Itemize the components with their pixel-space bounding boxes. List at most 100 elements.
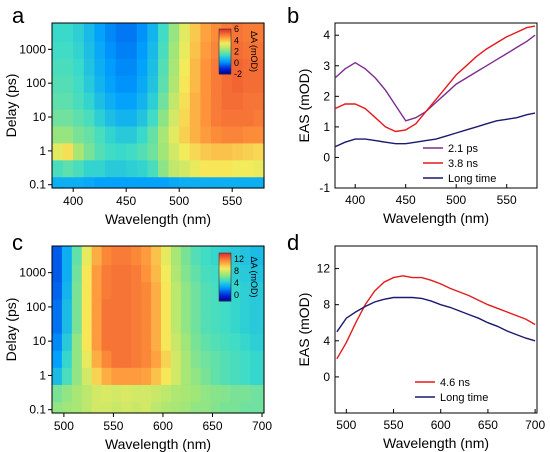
heatmap-cell bbox=[168, 23, 180, 42]
heatmap-cell bbox=[83, 75, 95, 93]
y-tick-label: 100 bbox=[26, 76, 46, 90]
heatmap-cell bbox=[73, 92, 85, 110]
colorbar-segment bbox=[219, 290, 231, 292]
heatmap-cell bbox=[230, 367, 241, 385]
heatmap-cell bbox=[91, 401, 103, 414]
colorbar-segment bbox=[219, 45, 231, 48]
heatmap-cell bbox=[141, 333, 152, 351]
heatmap-cell bbox=[52, 298, 63, 317]
heatmap-cell bbox=[232, 75, 244, 93]
heatmap-cell bbox=[190, 298, 202, 317]
heatmap-cell bbox=[94, 142, 106, 161]
heatmap-cell bbox=[210, 350, 222, 368]
colorbar-segment bbox=[219, 60, 231, 63]
colorbar-segment bbox=[219, 293, 231, 296]
heatmap-cell bbox=[180, 333, 192, 351]
heatmap-cell bbox=[141, 246, 152, 266]
legend-label: 2.1 ps bbox=[448, 143, 478, 155]
heatmap-cell bbox=[52, 367, 63, 385]
heatmap-cell bbox=[253, 125, 265, 144]
heatmap-cell bbox=[200, 384, 212, 403]
heatmap-cell bbox=[141, 281, 152, 300]
heatmap-cell bbox=[190, 367, 202, 385]
colorbar-segment bbox=[219, 40, 231, 42]
colorbar-segment bbox=[219, 56, 231, 58]
heatmap-cell bbox=[158, 159, 170, 178]
colorbar-segment bbox=[219, 57, 231, 59]
heatmap-cell bbox=[52, 333, 63, 351]
heatmap-cell bbox=[61, 367, 73, 385]
heatmap-cell bbox=[168, 125, 180, 144]
heatmap-cell bbox=[221, 92, 233, 110]
y-tick-label: 3 bbox=[323, 59, 330, 73]
heatmap-cell bbox=[131, 246, 142, 266]
heatmap-cell bbox=[230, 246, 241, 266]
heatmap-cell bbox=[240, 333, 251, 351]
heatmap-cell bbox=[71, 281, 83, 300]
heatmap-cell bbox=[81, 315, 93, 334]
heatmap-cell bbox=[240, 246, 251, 266]
y-axis-label: Delay (ps) bbox=[3, 298, 19, 362]
heatmap-cell bbox=[179, 58, 191, 76]
heatmap-cell bbox=[94, 159, 106, 178]
heatmap-cell bbox=[151, 246, 162, 266]
colorbar-segment bbox=[219, 71, 231, 74]
heatmap-cell bbox=[131, 401, 142, 414]
heatmap-cell bbox=[52, 142, 64, 161]
colorbar-segment bbox=[219, 29, 231, 31]
heatmap-cell bbox=[61, 333, 73, 351]
heatmap-cell bbox=[81, 350, 93, 368]
heatmap-cell bbox=[91, 384, 103, 403]
heatmap-cell bbox=[258, 246, 265, 266]
heatmap-cell bbox=[250, 333, 260, 351]
colorbar-segment bbox=[219, 53, 231, 56]
heatmap-cell bbox=[232, 142, 244, 161]
heatmap-cell bbox=[73, 58, 85, 76]
heatmap-cell bbox=[170, 246, 182, 266]
x-tick-label: 650 bbox=[478, 418, 498, 432]
heatmap-cell bbox=[94, 75, 106, 93]
heatmap-cell bbox=[170, 384, 182, 403]
heatmap-cell bbox=[211, 75, 223, 93]
heatmap-cell bbox=[126, 41, 138, 59]
heatmap-cell bbox=[250, 246, 260, 266]
heatmap-cell bbox=[210, 384, 222, 403]
plot-frame bbox=[334, 245, 538, 414]
colorbar-segment bbox=[219, 261, 231, 264]
legend-label: 3.8 ns bbox=[448, 158, 478, 170]
x-axis-label: Wavelength (nm) bbox=[383, 210, 489, 226]
heatmap-cell bbox=[189, 58, 201, 76]
heatmap-cell bbox=[52, 281, 63, 300]
heatmap-cell bbox=[71, 350, 83, 368]
colorbar-segment bbox=[219, 49, 231, 51]
colorbar-segment bbox=[219, 286, 231, 289]
heatmap-cell bbox=[62, 159, 74, 178]
heatmap-cell bbox=[147, 23, 159, 42]
heatmap-cell bbox=[250, 384, 260, 403]
heatmap-cell bbox=[158, 176, 170, 189]
heatmap-cell bbox=[105, 23, 117, 42]
heatmap-cell bbox=[220, 384, 231, 403]
heatmap-cell bbox=[71, 246, 83, 266]
heatmap-cell bbox=[62, 142, 74, 161]
colorbar-tick-label: 8 bbox=[234, 266, 239, 276]
heatmap-cell bbox=[131, 350, 142, 368]
x-tick-label: 600 bbox=[153, 419, 173, 433]
colorbar-segment bbox=[219, 275, 231, 278]
heatmap-cell bbox=[62, 125, 74, 144]
heatmap-cell bbox=[242, 23, 254, 42]
x-tick-label: 500 bbox=[446, 193, 466, 207]
heatmap-cell bbox=[230, 333, 241, 351]
heatmap-cell bbox=[61, 384, 73, 403]
heatmap-cell bbox=[200, 23, 212, 42]
heatmap-cell bbox=[101, 384, 113, 403]
heatmap-cell bbox=[126, 176, 138, 189]
heatmap-cell bbox=[190, 333, 202, 351]
heatmap-cell bbox=[180, 298, 192, 317]
heatmap-cell bbox=[147, 75, 159, 93]
colorbar-segment bbox=[219, 36, 231, 39]
colorbar-segment bbox=[219, 44, 231, 47]
heatmap-cell bbox=[190, 264, 202, 283]
heatmap-cell bbox=[91, 281, 103, 300]
y-tick-label: 4 bbox=[323, 334, 330, 348]
